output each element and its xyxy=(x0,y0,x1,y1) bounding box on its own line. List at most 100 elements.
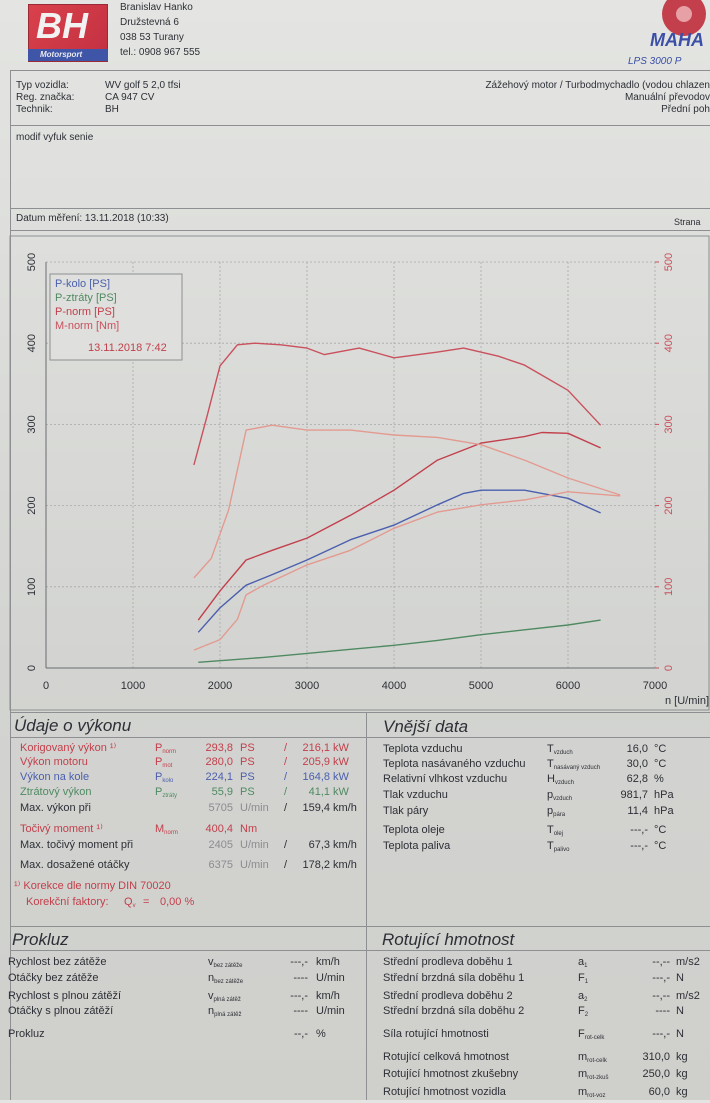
unit: kW xyxy=(333,742,349,754)
separator: / xyxy=(284,839,288,851)
row-label: Max. výkon při xyxy=(20,802,91,814)
unit: Nm xyxy=(240,823,258,835)
symbol-sub: vzduch xyxy=(553,796,573,802)
maha-logo xyxy=(662,0,706,36)
row-label: Teplota paliva xyxy=(383,840,451,852)
rule xyxy=(10,208,710,209)
x-axis-label: n [U/min] xyxy=(665,695,709,707)
symbol: nplná zátěž xyxy=(208,1005,241,1022)
value: 250,0 xyxy=(642,1068,670,1080)
unit: U/min xyxy=(240,802,269,814)
symbol-sub: bez zátěže xyxy=(214,979,244,985)
value: 60,0 xyxy=(648,1086,670,1098)
symbol-base: Q xyxy=(124,896,133,908)
unit: kg xyxy=(676,1068,688,1080)
row-label: Střední prodleva doběhu 1 xyxy=(383,956,513,968)
value: 55,9 xyxy=(211,786,233,798)
symbol-sub: v xyxy=(132,903,136,909)
factors-label: Korekční faktory: xyxy=(26,896,109,908)
vehicle-label: Typ vozidla: xyxy=(16,80,69,91)
series-line xyxy=(193,424,621,579)
measurement-date: Datum měření: 13.11.2018 (10:33) xyxy=(16,213,169,224)
x-tick-label: 7000 xyxy=(643,680,667,692)
separator: / xyxy=(284,859,288,871)
series-line xyxy=(197,489,601,633)
y2-tick-label: 0 xyxy=(663,665,675,671)
symbol-base: T xyxy=(547,840,554,852)
model: LPS 3000 P xyxy=(628,56,682,67)
value: 30,0 xyxy=(626,758,648,770)
series-line xyxy=(193,342,602,466)
value: 178,2 xyxy=(302,859,330,871)
row-label: Síla rotující hmotnosti xyxy=(383,1028,489,1040)
row-label: Výkon na kole xyxy=(20,771,90,783)
vehicle-value: CA 947 CV xyxy=(105,92,155,103)
symbol: mrot-voz xyxy=(578,1086,606,1103)
value: ---- xyxy=(293,1005,308,1017)
rule xyxy=(10,230,710,231)
symbol: nbez zátěže xyxy=(208,972,243,989)
symbol: vplná zátěž xyxy=(208,990,241,1007)
symbol-sub: rot-celk xyxy=(584,1035,605,1041)
unit: kg xyxy=(676,1051,688,1063)
vehicle-info: Zážehový motor / Turbodmychadlo (vodou c… xyxy=(485,80,710,91)
row-label: Výkon motoru xyxy=(20,756,88,768)
y-tick-label: 0 xyxy=(26,665,38,671)
y-tick-label: 200 xyxy=(26,496,38,514)
value: ---,- xyxy=(652,972,670,984)
symbol-base: T xyxy=(547,743,554,755)
symbol-sub: 1 xyxy=(584,963,588,969)
value: ---,- xyxy=(630,840,648,852)
unit: U/min xyxy=(316,972,345,984)
symbol-sub: rot-zkuš xyxy=(587,1075,609,1081)
symbol-base: H xyxy=(547,773,555,785)
factors-eq: = xyxy=(143,896,150,908)
row-label: Otáčky s plnou zátěží xyxy=(8,1005,114,1017)
symbol-base: a xyxy=(578,990,585,1002)
unit: km/h xyxy=(316,990,340,1002)
symbol-base: P xyxy=(155,756,163,768)
value: ---- xyxy=(293,972,308,984)
symbol: Pztráty xyxy=(155,786,177,803)
page-label: Strana xyxy=(674,216,701,227)
value: ---,- xyxy=(630,824,648,836)
section-title: Vnější data xyxy=(383,716,469,736)
symbol-sub: norm xyxy=(164,830,178,836)
value: --,-- xyxy=(652,990,670,1002)
row-label: Rotující celková hmotnost xyxy=(383,1051,509,1063)
value: 164,8 xyxy=(302,771,330,783)
symbol-sub: 2 xyxy=(584,1012,589,1018)
series-line xyxy=(198,619,601,663)
chart: 0 1000 2000 3000 4000 5000 6000 700001002003004… xyxy=(9,235,710,711)
value: 280,0 xyxy=(205,756,233,768)
symbol: Tpalivo xyxy=(547,840,569,857)
legend-date: 13.11.2018 7:42 xyxy=(88,342,167,354)
symbol: a2 xyxy=(578,990,587,1007)
symbol-base: a xyxy=(578,956,585,968)
vehicle-info: Přední poh xyxy=(661,104,710,115)
unit: U/min xyxy=(240,839,269,851)
unit: m/s2 xyxy=(676,956,700,968)
y2-tick-label: 200 xyxy=(663,496,675,514)
row-label: Max. dosažené otáčky xyxy=(20,859,130,871)
separator: / xyxy=(284,742,288,754)
legend-entry: P-ztráty [PS] xyxy=(55,292,117,304)
unit: N xyxy=(676,972,684,984)
unit: km/h xyxy=(316,956,340,968)
x-tick-label: 1000 xyxy=(121,680,145,692)
unit: km/h xyxy=(333,839,357,851)
symbol: F2 xyxy=(578,1005,588,1022)
row-label: Rotující hmotnost zkušebny xyxy=(383,1068,519,1080)
legend-entry: P-norm [PS] xyxy=(55,306,115,318)
symbol-base: m xyxy=(578,1068,588,1080)
symbol-base: F xyxy=(578,1028,585,1040)
logo-letters: BH xyxy=(36,5,88,46)
rule xyxy=(10,950,710,951)
symbol-sub: rot-celk xyxy=(587,1058,607,1064)
row-label: Teplota nasávaného vzduchu xyxy=(383,758,526,770)
chart-frame xyxy=(9,235,710,711)
unit: PS xyxy=(240,786,255,798)
value: 67,3 xyxy=(308,839,330,851)
x-tick-label: 0 xyxy=(43,680,49,692)
symbol-base: v xyxy=(208,956,214,968)
